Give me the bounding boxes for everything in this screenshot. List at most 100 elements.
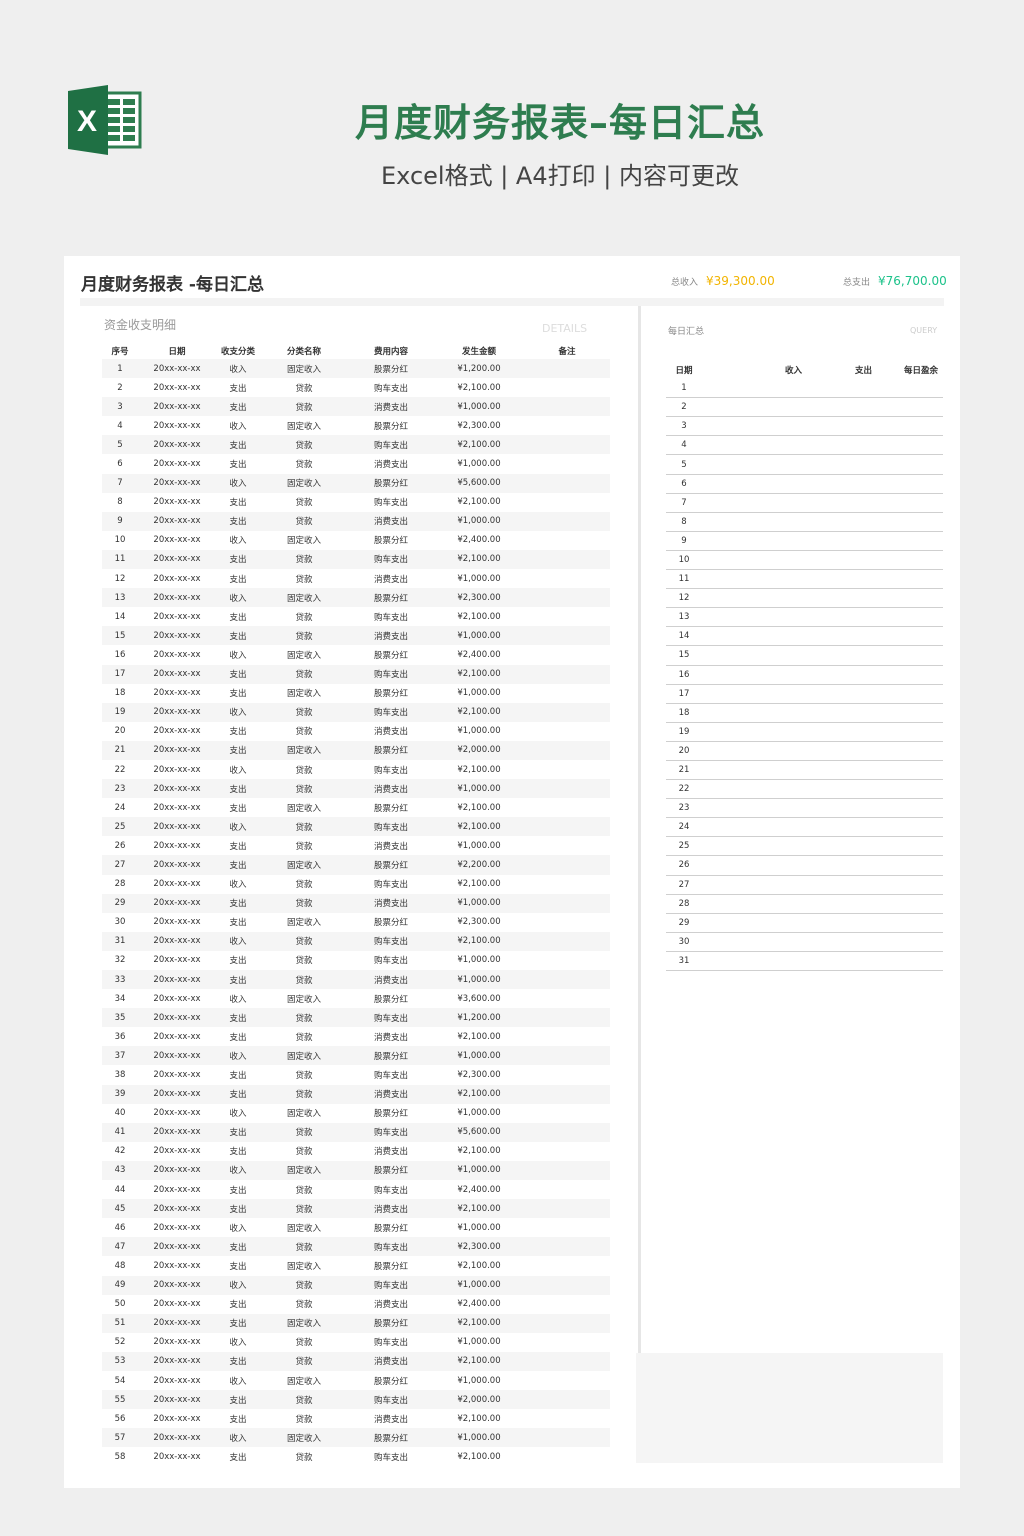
table-cell: ¥1,000.00 [457,1050,501,1061]
report-sheet: 月度财务报表 -每日汇总 总收入 ¥39,300.00 总支出 ¥76,700.… [64,256,960,1488]
table-cell: ¥1,200.00 [457,363,501,374]
table-cell: 20xx-xx-xx [153,1280,201,1291]
summary-row: 20 [666,742,943,761]
table-cell: 53 [114,1356,126,1367]
header-cell: 每日盈余 [903,365,938,376]
table-cell: 支出 [229,1128,247,1139]
summary-row: 30 [666,933,943,952]
table-row: 41 20xx-xx-xx 支出 贷款 购车支出 ¥5,600.00 [102,1122,610,1142]
table-cell: 固定收入 [286,803,321,814]
table-cell: ¥2,400.00 [457,535,501,546]
table-cell: 支出 [229,784,247,795]
table-cell: 消费支出 [373,517,408,528]
summary-row: 12 [666,589,943,609]
table-cell: 28 [114,879,126,890]
table-cell: 支出 [229,670,247,681]
table-cell: 贷款 [295,1452,313,1463]
table-cell: 股票分红 [373,1433,408,1444]
summary-row: 13 [666,608,943,628]
table-cell: 支出 [229,498,247,509]
table-cell: 股票分红 [373,1166,408,1177]
table-cell: 股票分红 [373,650,408,661]
table-cell: 44 [114,1184,126,1195]
table-cell: 支出 [229,727,247,738]
details-title-en: DETAILS [542,322,588,335]
total-expense: 总支出 ¥76,700.00 [843,274,947,288]
table-row: 8 20xx-xx-xx 支出 贷款 购车支出 ¥2,100.00 [102,493,610,512]
table-cell: 收入 [229,937,247,948]
summary-row: 31 [666,952,943,971]
table-row: 30 20xx-xx-xx 支出 固定收入 股票分红 ¥2,300.00 [102,913,610,932]
table-cell: 购车支出 [373,670,408,681]
table-cell: ¥2,100.00 [457,1451,501,1462]
table-cell: ¥5,600.00 [457,478,501,489]
table-cell: 固定收入 [286,1433,321,1444]
table-row: 9 20xx-xx-xx 支出 贷款 消费支出 ¥1,000.00 [102,511,610,531]
table-row: 4 20xx-xx-xx 收入 固定收入 股票分红 ¥2,300.00 [102,416,610,435]
table-cell: 20xx-xx-xx [153,669,201,680]
summary-row: 3 [666,417,943,437]
table-row: 15 20xx-xx-xx 支出 贷款 消费支出 ¥1,000.00 [102,626,610,646]
table-cell: 收入 [229,479,247,490]
table-cell: 20xx-xx-xx [153,535,201,546]
table-cell: 收入 [229,421,247,432]
summary-cell: 15 [678,650,690,661]
table-cell: 消费支出 [373,1357,408,1368]
table-row: 23 20xx-xx-xx 支出 贷款 消费支出 ¥1,000.00 [102,779,610,799]
table-row: 1 20xx-xx-xx 收入 固定收入 股票分红 ¥1,200.00 [102,359,610,379]
table-cell: ¥2,100.00 [457,821,501,832]
table-cell: 贷款 [295,841,313,852]
summary-row: 18 [666,704,943,723]
table-cell: 46 [114,1222,126,1233]
table-cell: 收入 [229,1281,247,1292]
table-cell: ¥2,100.00 [457,879,501,890]
summary-cell: 30 [678,936,690,947]
table-cell: 购车支出 [373,498,408,509]
table-cell: ¥2,100.00 [457,439,501,450]
summary-cell: 24 [678,822,690,833]
table-cell: 固定收入 [286,1261,321,1272]
table-cell: 支出 [229,1242,247,1253]
table-cell: 20xx-xx-xx [153,497,201,508]
table-cell: 购车支出 [373,956,408,967]
table-cell: 57 [114,1432,126,1443]
table-cell: 20xx-xx-xx [153,1432,201,1443]
table-cell: 14 [114,611,126,622]
total-income-value: ¥39,300.00 [706,274,775,288]
table-row: 6 20xx-xx-xx 支出 贷款 消费支出 ¥1,000.00 [102,454,610,473]
table-cell: 固定收入 [286,746,321,757]
table-row: 29 20xx-xx-xx 支出 贷款 消费支出 ¥1,000.00 [102,893,610,913]
table-cell: ¥2,300.00 [457,1241,501,1252]
table-row: 44 20xx-xx-xx 支出 贷款 购车支出 ¥2,400.00 [102,1180,610,1199]
summary-row: 21 [666,761,943,781]
summary-cell: 18 [678,707,690,718]
table-cell: 贷款 [295,784,313,795]
total-expense-label: 总支出 [843,278,871,288]
table-cell: 19 [114,707,126,718]
header-cell: 支出 [854,365,872,376]
table-cell: 55 [114,1394,126,1405]
table-cell: ¥1,000.00 [457,1280,501,1291]
table-cell: 固定收入 [286,1376,321,1387]
table-row: 46 20xx-xx-xx 收入 固定收入 股票分红 ¥1,000.00 [102,1218,610,1237]
table-cell: 20xx-xx-xx [153,1260,201,1271]
table-cell: ¥2,400.00 [457,1184,501,1195]
table-cell: 收入 [229,880,247,891]
table-cell: 25 [114,821,126,832]
table-cell: 贷款 [295,1242,313,1253]
table-cell: 38 [114,1070,126,1081]
table-cell: 固定收入 [286,650,321,661]
hero-title: 月度财务报表–每日汇总 [354,101,765,145]
table-cell: 56 [114,1413,126,1424]
summary-cell: 31 [678,955,690,966]
table-cell: 贷款 [295,727,313,738]
table-cell: 贷款 [295,1071,313,1082]
table-cell: 支出 [229,1090,247,1101]
details-header-row: 序号 日期 收支分类 分类名称 费用内容 发生金额 备注 [102,342,610,359]
table-cell: ¥2,100.00 [457,382,501,393]
table-cell: 40 [114,1108,126,1119]
summary-row: 23 [666,799,943,819]
summary-title-en: QUERY [910,326,938,335]
table-row: 52 20xx-xx-xx 收入 贷款 购车支出 ¥1,000.00 [102,1333,610,1352]
summary-cell: 29 [678,917,690,928]
